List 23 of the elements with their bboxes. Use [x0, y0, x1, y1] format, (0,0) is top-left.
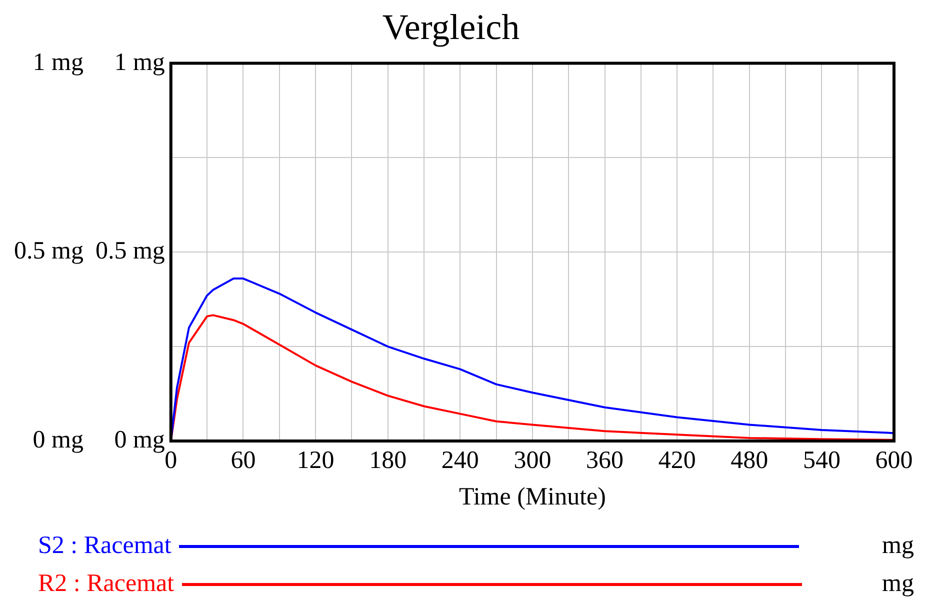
x-tick-label: 60	[230, 447, 256, 474]
y2-tick-label: 0 mg	[114, 426, 166, 454]
y-tick-label: 1 mg	[32, 48, 84, 76]
x-tick-label: 120	[296, 447, 334, 474]
text: S2 : Racemat	[38, 532, 172, 560]
x-tick-label: 480	[730, 447, 768, 474]
text: mg	[882, 570, 914, 598]
x-tick-label: 600	[875, 447, 913, 474]
x-tick-label: 300	[514, 447, 552, 474]
x-tick-label: 0	[164, 447, 178, 474]
chart-title: Vergleich	[382, 7, 520, 48]
y2-tick-label: 0.5 mg	[95, 238, 166, 265]
y-tick-label: 0.5 mg	[14, 238, 84, 265]
x-tick-label: 360	[586, 447, 624, 474]
y2-tick-label: 1 mg	[114, 48, 166, 76]
y-tick-label: 0 mg	[32, 426, 84, 454]
x-tick-label: 180	[369, 447, 407, 474]
text: R2 : Racemat	[38, 570, 174, 598]
text: mg	[882, 532, 914, 560]
x-tick-label: 420	[658, 447, 696, 474]
x-tick-label: 240	[441, 447, 479, 474]
x-tick-label: 540	[802, 447, 840, 474]
x-axis-title: Time (Minute)	[458, 484, 606, 511]
